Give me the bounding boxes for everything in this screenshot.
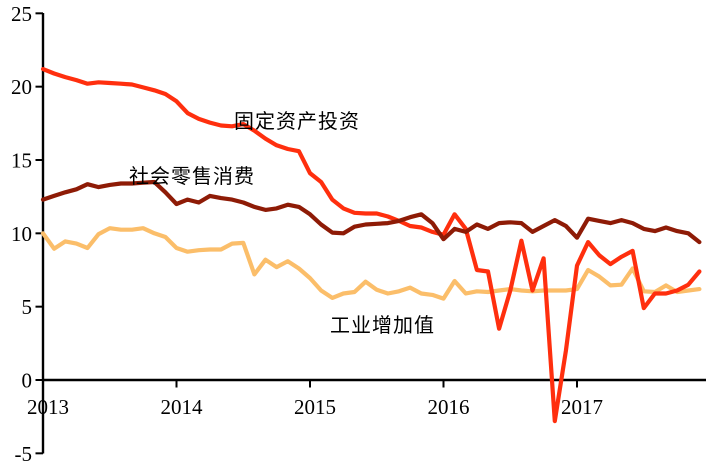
x-tick-label-2013: 2013	[27, 395, 69, 419]
y-tick-label-20: 20	[11, 75, 32, 99]
y-tick-label--5: -5	[15, 442, 33, 466]
x-tick-label-2016: 2016	[428, 395, 470, 419]
x-tick-label-2014: 2014	[161, 395, 204, 419]
axes-layer: -5 0 5 10 15 20 25 2013 2014 2015 2016 2017	[11, 2, 706, 466]
y-tick-label-25: 25	[11, 2, 32, 26]
y-tick-label-5: 5	[22, 295, 33, 319]
x-tick-label-2017: 2017	[561, 395, 603, 419]
y-tick-label-10: 10	[11, 222, 32, 246]
y-tick-label-0: 0	[22, 369, 33, 393]
series-labels-layer: 固定资产投资 社会零售消费 工业增加值	[129, 110, 435, 337]
series-label-industrial-value-added: 工业增加值	[330, 314, 435, 337]
series-line-工业增加值	[40, 226, 702, 301]
series-line-固定资产投资	[40, 66, 702, 424]
series-layer	[40, 66, 702, 424]
x-tick-label-2015: 2015	[294, 395, 336, 419]
series-line-社会零售消费	[40, 179, 702, 245]
y-tick-label-15: 15	[11, 148, 32, 172]
series-label-retail-consumption: 社会零售消费	[129, 165, 255, 188]
series-label-fixed-asset-investment: 固定资产投资	[234, 110, 360, 133]
